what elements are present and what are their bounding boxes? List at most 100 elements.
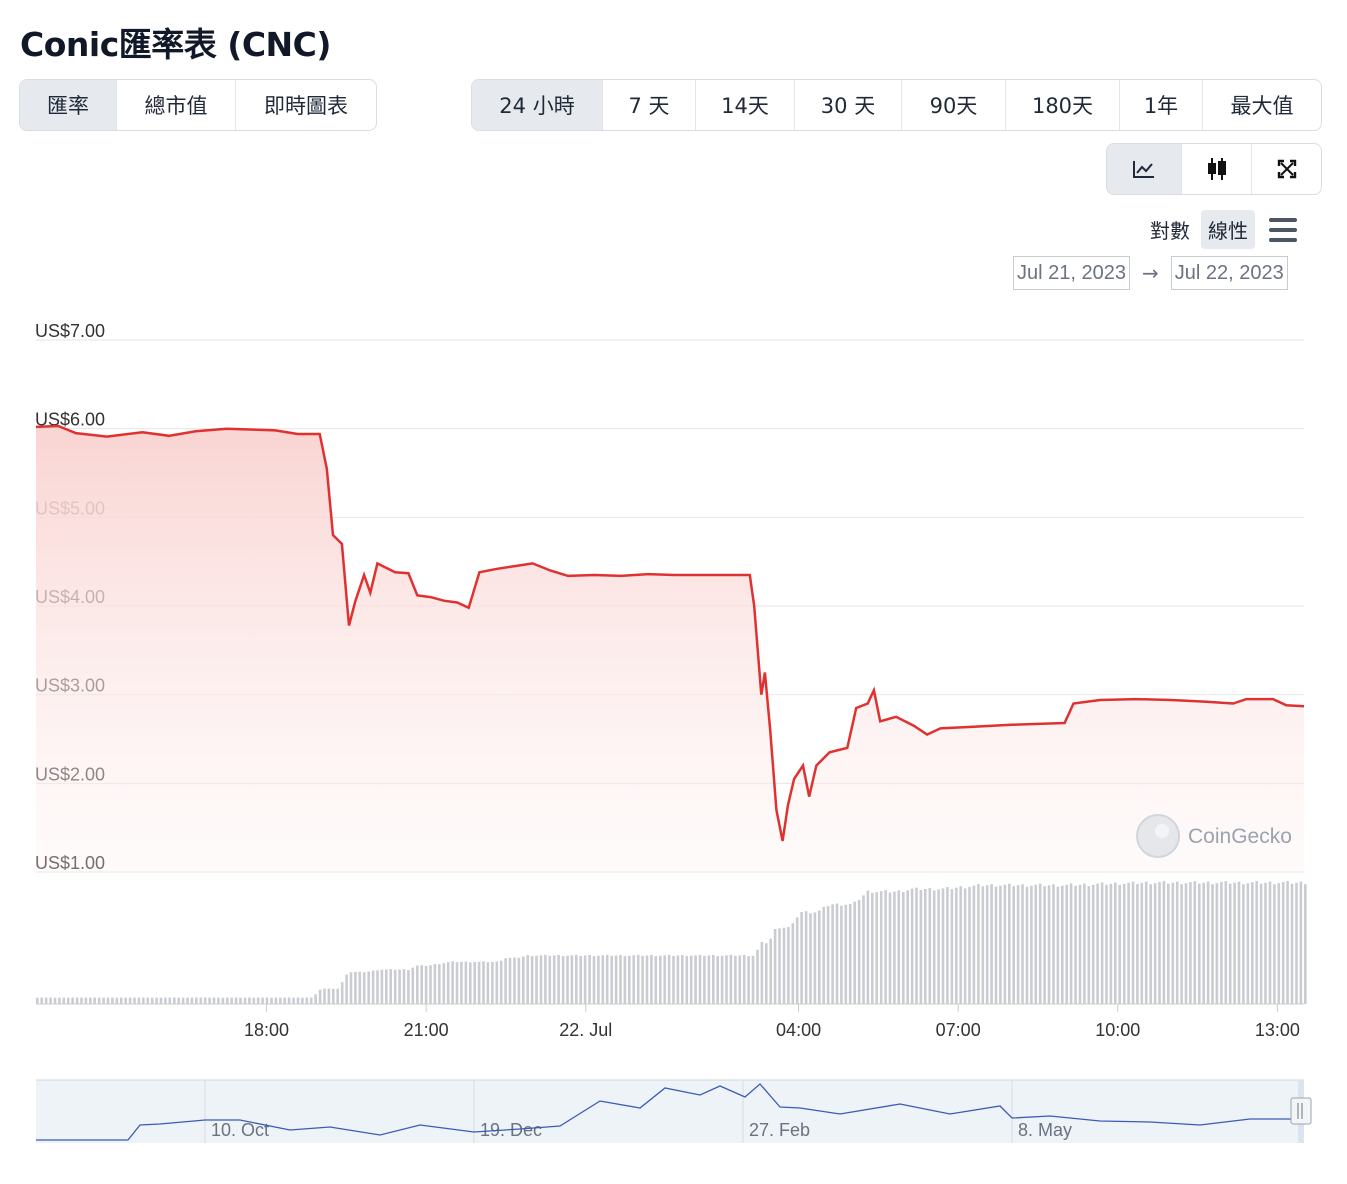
volume-bar xyxy=(941,888,945,1004)
volume-bar xyxy=(345,974,348,1004)
volume-bar xyxy=(1083,883,1086,1004)
range-14d[interactable]: 14天 xyxy=(695,80,794,130)
volume-bar xyxy=(1114,882,1117,1004)
volume-bar xyxy=(1096,883,1099,1004)
volume-bar xyxy=(570,955,574,1004)
volume-bar xyxy=(875,892,878,1004)
tab-price[interactable]: 匯率 xyxy=(20,80,116,130)
volume-bar xyxy=(950,889,954,1004)
volume-bar xyxy=(932,890,936,1004)
volume-bar xyxy=(659,955,662,1004)
volume-bar xyxy=(1078,884,1082,1004)
volume-bar xyxy=(977,884,980,1004)
volume-bar xyxy=(486,962,490,1004)
volume-bar xyxy=(1153,883,1157,1004)
volume-bar xyxy=(818,910,821,1004)
volume-bar xyxy=(1100,882,1104,1004)
volume-bar xyxy=(1299,881,1303,1004)
volume-bar xyxy=(1251,882,1254,1004)
volume-bar xyxy=(999,885,1002,1004)
volume-bar xyxy=(765,943,768,1004)
volume-bar xyxy=(261,997,264,1004)
date-from-input[interactable]: Jul 21, 2023 xyxy=(1013,256,1130,290)
volume-bar xyxy=(628,955,631,1004)
volume-bar xyxy=(530,956,534,1004)
range-90d[interactable]: 90天 xyxy=(901,80,1005,130)
volume-bar xyxy=(252,997,256,1004)
chart-view-toggle xyxy=(1106,143,1322,195)
volume-bar xyxy=(1091,884,1095,1004)
range-30d[interactable]: 30 天 xyxy=(794,80,901,130)
volume-bar xyxy=(795,917,799,1004)
volume-bar xyxy=(1149,884,1152,1004)
navigator[interactable]: 10. Oct 19. Dec 27. Feb 8. May xyxy=(36,1079,1312,1143)
volume-bar xyxy=(296,997,300,1004)
volume-bar xyxy=(106,997,110,1004)
volume-bar xyxy=(248,997,251,1004)
price-area xyxy=(36,426,1304,872)
volume-bar xyxy=(831,904,834,1004)
volume-bar xyxy=(243,997,247,1004)
volume-bar xyxy=(990,884,993,1004)
x-tick-label: 22. Jul xyxy=(559,1020,612,1040)
navigator-handle[interactable] xyxy=(1290,1097,1312,1125)
date-to-input[interactable]: Jul 22, 2023 xyxy=(1170,256,1288,290)
volume-bar xyxy=(601,955,605,1004)
volume-bar xyxy=(703,955,706,1004)
candlestick-button[interactable] xyxy=(1181,144,1251,194)
price-line[interactable] xyxy=(35,424,1305,842)
range-180d[interactable]: 180天 xyxy=(1005,80,1119,130)
volume-bar xyxy=(592,956,596,1004)
range-24h[interactable]: 24 小時 xyxy=(472,80,602,130)
volume-bar xyxy=(203,997,207,1004)
volume-bar xyxy=(1087,886,1091,1004)
volume-bar xyxy=(725,955,728,1004)
volume-bar xyxy=(1047,885,1051,1004)
range-1y[interactable]: 1年 xyxy=(1119,80,1202,130)
line-chart-button[interactable] xyxy=(1107,144,1181,194)
fullscreen-button[interactable] xyxy=(1251,144,1321,194)
volume-bar xyxy=(491,961,494,1004)
volume-bar xyxy=(897,890,901,1004)
range-7d[interactable]: 7 天 xyxy=(602,80,695,130)
volume-bar xyxy=(80,997,83,1004)
volume-bar xyxy=(566,955,569,1004)
volume-bar xyxy=(1074,885,1077,1004)
volume-bar xyxy=(1016,885,1020,1004)
volume-bar xyxy=(605,954,609,1004)
volume-bar xyxy=(146,997,150,1004)
log-scale-button[interactable]: 對數 xyxy=(1150,219,1190,243)
volume-bar xyxy=(124,997,127,1004)
volume-bar xyxy=(292,997,295,1004)
navigator-background xyxy=(36,1080,1304,1143)
volume-bar xyxy=(1304,884,1307,1004)
menu-icon[interactable] xyxy=(1269,217,1297,242)
volume-bar xyxy=(981,886,985,1004)
volume-bar xyxy=(1237,881,1241,1004)
volume-bar xyxy=(226,997,229,1004)
volume-bar xyxy=(398,969,401,1004)
volume-bar xyxy=(888,892,892,1004)
volume-bar xyxy=(826,906,830,1004)
linear-scale-button[interactable]: 線性 xyxy=(1201,210,1255,249)
volume-bar xyxy=(362,972,366,1004)
volume-bar xyxy=(1259,883,1263,1004)
volume-bar xyxy=(349,972,353,1004)
volume-bar xyxy=(1167,883,1170,1004)
tab-market-cap[interactable]: 總市值 xyxy=(116,80,235,130)
volume-bar xyxy=(756,949,759,1004)
range-max[interactable]: 最大值 xyxy=(1202,80,1321,130)
volume-bar xyxy=(720,955,724,1004)
volume-bar xyxy=(689,955,693,1004)
tab-live-chart[interactable]: 即時圖表 xyxy=(235,80,376,130)
volume-bar xyxy=(623,956,627,1004)
volume-bar xyxy=(848,903,852,1004)
volume-bar xyxy=(314,994,317,1004)
volume-bar xyxy=(539,955,543,1004)
volume-bar xyxy=(791,923,795,1004)
volume-bar xyxy=(367,971,370,1004)
volume-bar xyxy=(698,954,702,1004)
volume-bar xyxy=(89,997,92,1004)
price-chart[interactable]: US$1.00US$2.00US$3.00US$4.00US$5.00US$6.… xyxy=(0,300,1347,1160)
volume-bar xyxy=(1220,882,1223,1004)
